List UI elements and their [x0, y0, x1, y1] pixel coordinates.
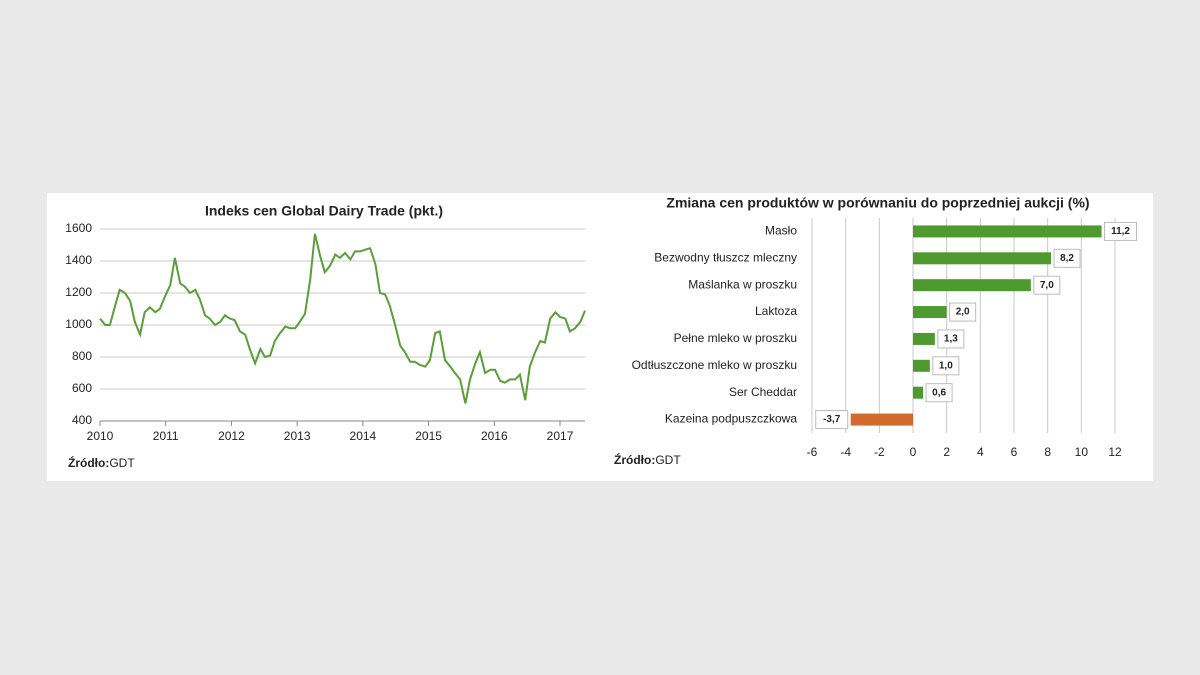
x-tick-label: -4	[840, 445, 851, 459]
y-tick-label: Maślanka w proszku	[688, 277, 797, 291]
x-tick-label: 2015	[415, 429, 442, 443]
y-tick-label: 1400	[65, 253, 92, 267]
x-tick-label: 12	[1108, 445, 1122, 459]
y-tick-label: 800	[72, 349, 92, 363]
y-tick-label: Kazeina podpuszczkowa	[665, 412, 797, 426]
source-text: GDT	[655, 453, 681, 467]
panel	[47, 193, 1153, 481]
label-box	[925, 383, 953, 403]
label-box	[1104, 221, 1138, 241]
x-tick-label: 2014	[350, 429, 377, 443]
x-tick-label: -6	[807, 445, 818, 459]
data-label: 0,6	[932, 387, 946, 398]
x-tick-label: 2012	[218, 429, 245, 443]
bar	[913, 225, 1102, 238]
data-label: -3,7	[823, 414, 841, 425]
x-tick-label: 6	[1011, 445, 1018, 459]
x-tick-label: 2010	[87, 429, 114, 443]
label-box	[949, 302, 977, 322]
bar	[913, 359, 930, 372]
y-tick-label: Ser Cheddar	[729, 385, 797, 399]
data-label: 8,2	[1060, 253, 1074, 264]
y-tick-label: Laktoza	[755, 304, 797, 318]
source: Źródło:GDT	[68, 455, 135, 470]
y-tick-label: Masło	[765, 224, 797, 238]
bar	[913, 279, 1031, 292]
x-tick-label: 2016	[481, 429, 508, 443]
x-tick-label: 2011	[153, 429, 179, 443]
label-box	[932, 356, 960, 376]
y-tick-label: Odtłuszczone mleko w proszku	[632, 358, 797, 372]
y-tick-label: 1600	[65, 221, 92, 235]
x-tick-label: 0	[910, 445, 917, 459]
bar	[850, 413, 913, 426]
bar	[913, 306, 947, 319]
data-label: 1,3	[944, 334, 958, 345]
source-text: GDT	[109, 456, 135, 470]
y-tick-label: 600	[72, 381, 92, 395]
chart-title: Zmiana cen produktów w porównaniu do pop…	[666, 195, 1089, 211]
source: Źródło:GDT	[614, 452, 681, 467]
x-tick-label: 8	[1044, 445, 1051, 459]
label-box	[1053, 248, 1081, 268]
x-tick-label: 4	[977, 445, 984, 459]
bar	[913, 332, 935, 345]
bar	[913, 252, 1052, 265]
x-tick-label: 2	[943, 445, 950, 459]
source-label: Źródło:	[68, 455, 109, 470]
y-tick-label: 1200	[65, 285, 92, 299]
y-tick-label: Bezwodny tłuszcz mleczny	[654, 250, 797, 264]
label-box	[815, 410, 849, 430]
y-tick-label: 1000	[65, 317, 92, 331]
line-series	[99, 233, 586, 404]
data-label: 11,2	[1111, 226, 1130, 237]
x-tick-label: -2	[874, 445, 885, 459]
data-label: 7,0	[1040, 280, 1054, 291]
x-tick-label: 2013	[284, 429, 311, 443]
x-tick-label: 2017	[547, 429, 574, 443]
y-tick-label: Pełne mleko w proszku	[674, 331, 797, 345]
source-label: Źródło:	[614, 452, 655, 467]
data-label: 1,0	[939, 360, 953, 371]
label-box	[1033, 275, 1061, 295]
data-label: 2,0	[956, 307, 970, 318]
x-tick-label: 10	[1075, 445, 1089, 459]
y-tick-label: 400	[72, 413, 92, 427]
label-box	[937, 329, 965, 349]
chart-title: Indeks cen Global Dairy Trade (pkt.)	[205, 203, 443, 219]
bar	[913, 386, 924, 399]
